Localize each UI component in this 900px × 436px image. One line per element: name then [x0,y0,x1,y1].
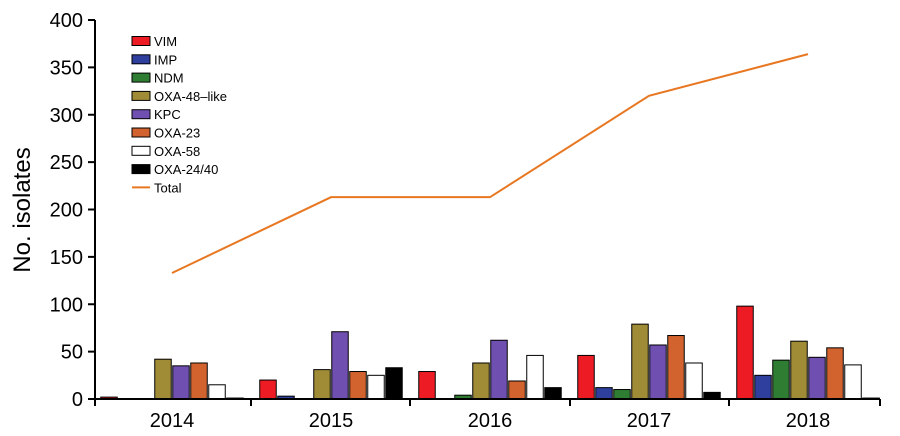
bar-oxa-48-like-2017 [631,323,649,400]
bar-oxa-24-40-2016 [544,387,562,400]
x-tick-label: 2018 [786,410,831,432]
y-tick-label: 250 [50,152,83,174]
legend-label: OXA-58 [154,144,200,159]
y-tick-label: 50 [61,342,83,364]
bar-kpc-2014 [172,365,190,400]
bar-ndm-2018 [772,359,790,400]
bar-oxa-48-like-2015 [313,369,331,400]
y-tick-label: 100 [50,294,83,316]
y-tick-label: 350 [50,57,83,79]
x-tick-label: 2017 [627,410,672,432]
total-line [171,53,809,274]
legend-label: OXA-24/40 [154,162,218,177]
bar-vim-2018 [736,305,754,400]
legend-label: NDM [154,71,184,86]
bar-oxa-58-2017 [685,362,703,400]
bar-vim-2016 [418,371,436,400]
bar-oxa-48-like-2014 [154,358,172,400]
legend-label: OXA-23 [154,126,200,141]
bar-imp-2018 [754,374,772,400]
x-tick-label: 2015 [309,410,354,432]
bar-kpc-2018 [808,356,826,400]
bars-layer [100,305,880,400]
legend-label: VIM [154,34,177,49]
legend-label-total: Total [154,180,182,195]
bar-oxa-58-2014 [208,384,226,400]
bar-oxa-24-40-2015 [385,367,403,400]
bar-oxa-23-2015 [349,371,367,400]
bar-oxa-48-like-2016 [472,362,490,400]
legend: VIM IMP NDM OXA-48–like KPC OXA-23 OXA-58 OXA-2… [131,34,227,195]
legend-swatch [131,145,151,156]
x-ticks: 2014 2015 2016 2017 2018 [94,399,881,432]
legend-swatch [131,90,151,101]
y-tick-label: 200 [50,200,83,222]
bar-oxa-23-2016 [508,380,526,400]
bar-kpc-2015 [331,331,349,400]
y-tick-label: 0 [72,389,83,411]
bar-kpc-2016 [490,339,508,400]
y-ticks: 0 50 100 150 200 250 300 350 400 [50,10,95,411]
bar-oxa-23-2014 [190,362,208,400]
bar-oxa-23-2018 [826,347,844,400]
bar-oxa-23-2017 [667,335,685,400]
bar-kpc-2017 [649,344,667,400]
x-tick-label: 2014 [150,410,195,432]
legend-swatch [131,164,151,175]
y-tick-label: 150 [50,247,83,269]
legend-label: OXA-48–like [154,89,227,104]
y-tick-label: 300 [50,105,83,127]
y-tick-label: 400 [50,10,83,32]
legend-swatch [131,72,151,83]
bar-oxa-58-2015 [367,374,385,400]
bar-vim-2017 [577,354,595,400]
legend-label: IMP [154,52,177,67]
x-tick-label: 2016 [468,410,513,432]
bar-ndm-2017 [613,389,631,400]
legend-swatch [131,109,151,120]
legend-swatch [131,36,151,46]
bar-oxa-58-2016 [526,354,544,400]
legend-label: KPC [154,107,181,122]
y-axis-title: No. isolates [9,147,36,272]
axes-layer [94,20,880,400]
legend-swatch [131,127,151,138]
bar-oxa-58-2018 [844,364,862,400]
bar-vim-2015 [259,379,277,400]
bar-oxa-48-like-2018 [790,340,808,400]
legend-swatch [131,54,151,65]
bar-imp-2017 [595,387,613,400]
total-line-layer [171,53,809,274]
